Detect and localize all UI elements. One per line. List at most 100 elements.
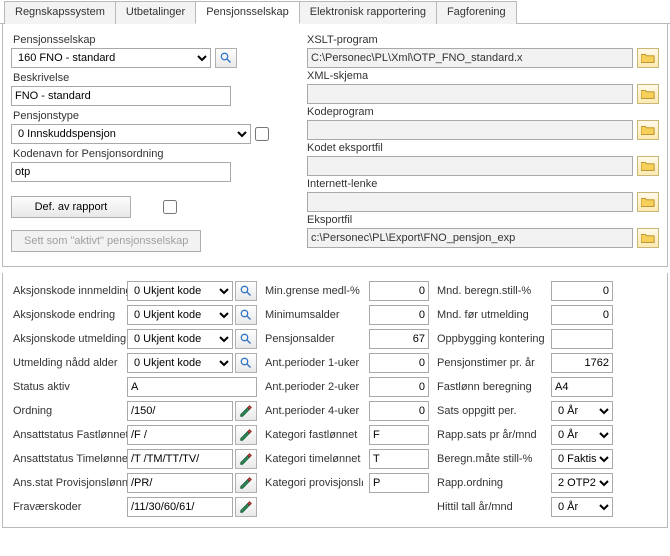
col-right: XSLT-program XML-skjema Kodeprogram Kode…	[307, 32, 659, 256]
input-ant-1uker[interactable]	[369, 353, 429, 373]
pencil-icon	[239, 452, 253, 466]
input-ant-4uker[interactable]	[369, 401, 429, 421]
tab-fagforening[interactable]: Fagforening	[436, 1, 517, 24]
edit-fravaer[interactable]	[235, 497, 257, 517]
tab-pensjonsselskap[interactable]: Pensjonsselskap	[195, 1, 300, 24]
input-beskrivelse[interactable]	[11, 86, 231, 106]
tab-utbetalinger[interactable]: Utbetalinger	[115, 1, 196, 24]
input-kodet[interactable]	[307, 156, 633, 176]
button-sett-aktivt: Sett som "aktivt" pensjonsselskap	[11, 230, 201, 252]
input-pensjonstimer[interactable]	[551, 353, 613, 373]
label-rapp-ordning: Rapp.ordning	[435, 477, 545, 489]
label-ans-time: Ansattstatus Timelønnet	[11, 453, 121, 465]
select-utmelding-alder[interactable]: 0 Ukjent kode	[127, 353, 233, 373]
search-aksjon-utmelding[interactable]	[235, 329, 257, 349]
label-ans-fast: Ansattstatus Fastlønnet	[11, 429, 121, 441]
folder-icon	[641, 160, 655, 172]
select-rapp-sats[interactable]: 0 År	[551, 425, 613, 445]
browse-eksportfil[interactable]	[637, 228, 659, 248]
browse-internett[interactable]	[637, 192, 659, 212]
select-aksjon-utmelding[interactable]: 0 Ukjent kode	[127, 329, 233, 349]
input-fravaer[interactable]	[127, 497, 233, 517]
input-xslt[interactable]	[307, 48, 633, 68]
select-aksjon-endring[interactable]: 0 Ukjent kode	[127, 305, 233, 325]
label-mnd-beregn: Mnd. beregn.still-%	[435, 285, 545, 297]
label-fravaer: Fraværskoder	[11, 501, 121, 513]
pencil-icon	[239, 404, 253, 418]
search-aksjon-endring[interactable]	[235, 305, 257, 325]
input-min-grense[interactable]	[369, 281, 429, 301]
search-pensjonsselskap[interactable]	[215, 48, 237, 68]
input-fastlonn-beregning[interactable]	[551, 377, 613, 397]
input-pensjonsalder[interactable]	[369, 329, 429, 349]
folder-icon	[641, 52, 655, 64]
label-aksjon-innmelding: Aksjonskode innmelding	[11, 285, 121, 297]
label-fastlonn-beregning: Fastlønn beregning	[435, 381, 545, 393]
edit-ordning[interactable]	[235, 401, 257, 421]
label-beregn-maate: Beregn.måte still-%	[435, 453, 545, 465]
input-ordning[interactable]	[127, 401, 233, 421]
label-pensjonstype: Pensjonstype	[13, 110, 301, 122]
label-oppbygging-kontering: Oppbygging kontering	[435, 333, 545, 345]
label-kat-time: Kategori timelønnet	[263, 453, 363, 465]
tab-regnskapssystem[interactable]: Regnskapssystem	[4, 1, 116, 24]
edit-ans-fast[interactable]	[235, 425, 257, 445]
input-minimumsalder[interactable]	[369, 305, 429, 325]
label-kat-prov: Kategori provisjonslønnet	[263, 477, 363, 489]
input-kodeprogram[interactable]	[307, 120, 633, 140]
search-icon	[240, 333, 252, 345]
select-rapp-ordning[interactable]: 2 OTP2	[551, 473, 613, 493]
input-ans-time[interactable]	[127, 449, 233, 469]
checkbox-def-rapport[interactable]	[163, 200, 177, 214]
label-ant-2uker: Ant.perioder 2-uker	[263, 381, 363, 393]
input-oppbygging-kontering[interactable]	[551, 329, 613, 349]
input-eksportfil[interactable]	[307, 228, 633, 248]
select-sats-oppgitt[interactable]: 0 År	[551, 401, 613, 421]
input-internett[interactable]	[307, 192, 633, 212]
search-icon	[220, 52, 232, 64]
label-min-grense: Min.grense medl-%	[263, 285, 363, 297]
pencil-icon	[239, 428, 253, 442]
input-ant-2uker[interactable]	[369, 377, 429, 397]
label-aksjon-utmelding: Aksjonskode utmelding	[11, 333, 121, 345]
label-ant-1uker: Ant.perioder 1-uker	[263, 357, 363, 369]
lower-panel: Aksjonskode innmelding 0 Ukjent kode Min…	[2, 273, 668, 528]
select-hittil-tall[interactable]: 0 År	[551, 497, 613, 517]
tab-bar: Regnskapssystem Utbetalinger Pensjonssel…	[0, 0, 670, 24]
select-aksjon-innmelding[interactable]: 0 Ukjent kode	[127, 281, 233, 301]
input-status-aktiv[interactable]	[127, 377, 257, 397]
input-xml[interactable]	[307, 84, 633, 104]
tab-elektronisk-rapportering[interactable]: Elektronisk rapportering	[299, 1, 437, 24]
label-utmelding-alder: Utmelding nådd alder	[11, 357, 121, 369]
input-kat-time[interactable]	[369, 449, 429, 469]
label-aksjon-endring: Aksjonskode endring	[11, 309, 121, 321]
input-mnd-beregn[interactable]	[551, 281, 613, 301]
browse-kodet[interactable]	[637, 156, 659, 176]
label-kodeprogram: Kodeprogram	[307, 106, 659, 118]
input-ans-prov[interactable]	[127, 473, 233, 493]
edit-ans-prov[interactable]	[235, 473, 257, 493]
checkbox-pensjonstype[interactable]	[255, 127, 269, 141]
select-pensjonsselskap[interactable]: 160 FNO - standard	[11, 48, 211, 68]
input-kodenavn[interactable]	[11, 162, 231, 182]
select-pensjonstype[interactable]: 0 Innskuddspensjon	[11, 124, 251, 144]
button-def-rapport[interactable]: Def. av rapport	[11, 196, 131, 218]
search-utmelding-alder[interactable]	[235, 353, 257, 373]
input-mnd-utmelding[interactable]	[551, 305, 613, 325]
label-pensjonsselskap: Pensjonsselskap	[13, 34, 301, 46]
edit-ans-time[interactable]	[235, 449, 257, 469]
browse-kodeprogram[interactable]	[637, 120, 659, 140]
select-beregn-maate[interactable]: 0 Faktisk	[551, 449, 613, 469]
browse-xslt[interactable]	[637, 48, 659, 68]
label-rapp-sats: Rapp.sats pr år/mnd	[435, 429, 545, 441]
pencil-icon	[239, 476, 253, 490]
input-kat-fast[interactable]	[369, 425, 429, 445]
input-kat-prov[interactable]	[369, 473, 429, 493]
label-mnd-utmelding: Mnd. før utmelding	[435, 309, 545, 321]
search-aksjon-innmelding[interactable]	[235, 281, 257, 301]
label-minimumsalder: Minimumsalder	[263, 309, 363, 321]
label-kodenavn: Kodenavn for Pensjonsordning	[13, 148, 301, 160]
label-eksportfil: Eksportfil	[307, 214, 659, 226]
browse-xml[interactable]	[637, 84, 659, 104]
input-ans-fast[interactable]	[127, 425, 233, 445]
